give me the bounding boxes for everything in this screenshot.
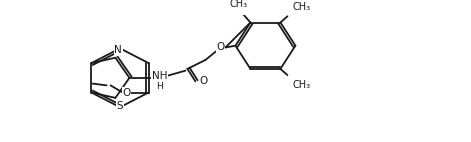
Text: NH: NH (152, 71, 167, 81)
Text: O: O (216, 42, 225, 53)
Text: CH₃: CH₃ (292, 80, 310, 90)
Text: S: S (116, 101, 123, 110)
Text: O: O (199, 76, 208, 86)
Text: O: O (122, 87, 131, 98)
Text: CH₃: CH₃ (292, 2, 310, 12)
Text: CH₃: CH₃ (229, 0, 247, 9)
Text: H: H (156, 82, 163, 91)
Text: N: N (114, 45, 122, 55)
